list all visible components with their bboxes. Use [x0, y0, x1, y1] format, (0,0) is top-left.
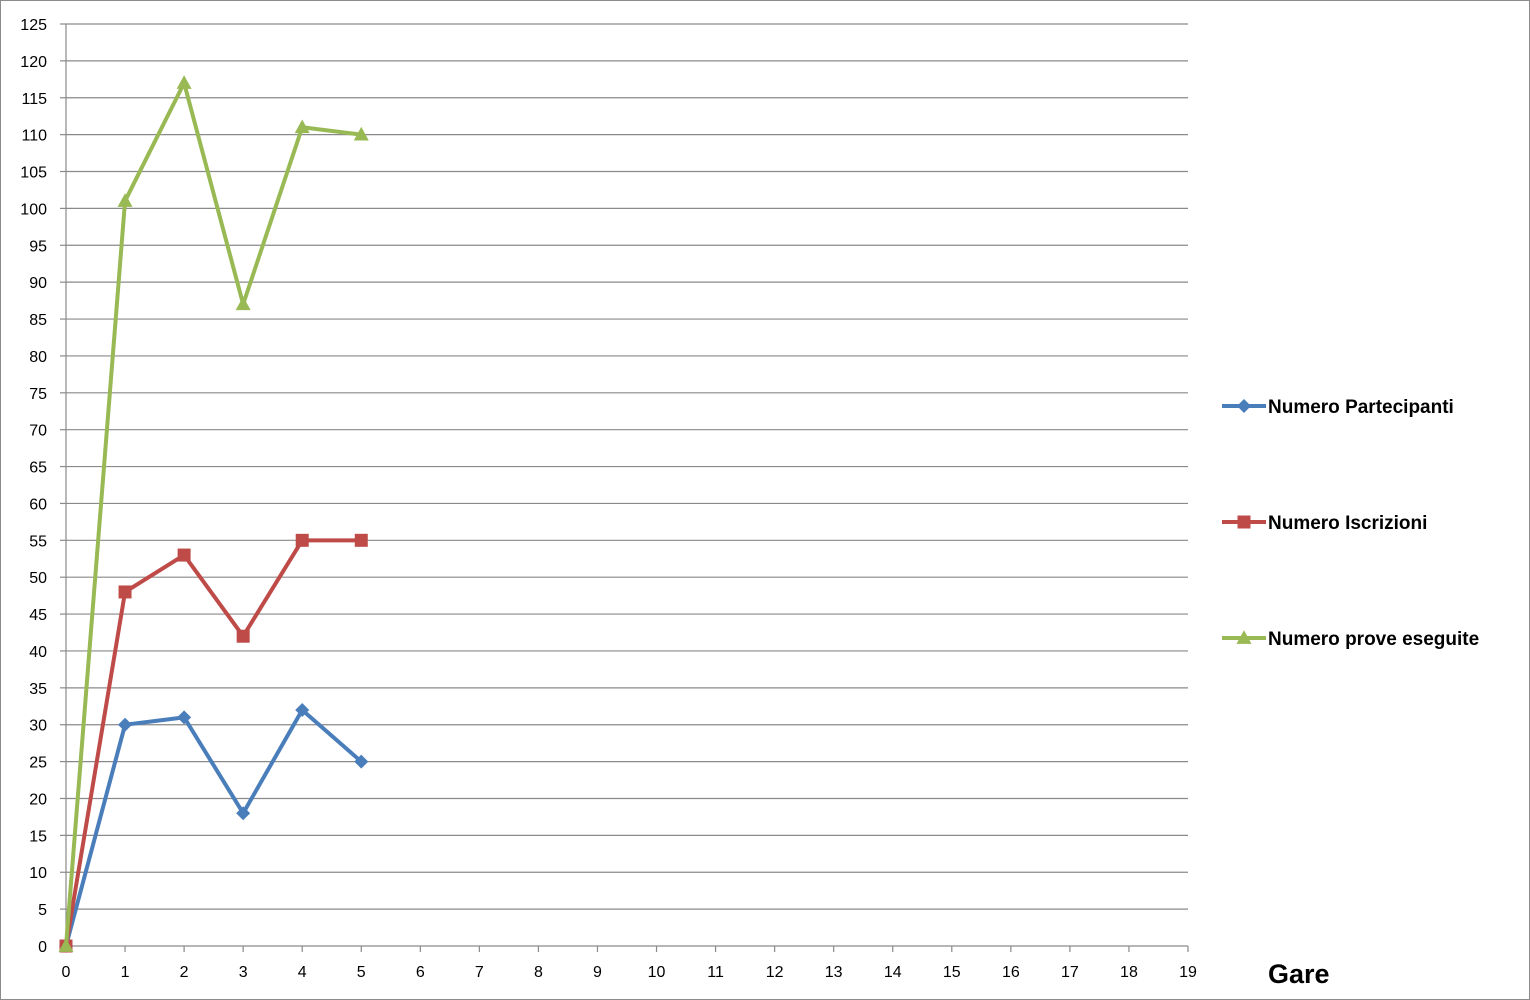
y-tick-label: 45: [29, 607, 47, 624]
data-point: [295, 533, 309, 547]
y-tick-label: 115: [21, 91, 47, 108]
legend-marker: [1236, 630, 1252, 644]
y-tick-label: 110: [21, 128, 47, 145]
series-lines: [58, 75, 369, 953]
x-tick-label: 19: [1179, 964, 1197, 981]
x-tick-label: 14: [884, 964, 902, 981]
y-tick-label: 80: [29, 349, 47, 366]
data-point: [177, 548, 191, 562]
y-tick-label: 70: [29, 423, 47, 440]
legend-label: Numero Iscrizioni: [1268, 513, 1427, 534]
data-point: [354, 533, 368, 547]
x-tick-label: 12: [766, 964, 784, 981]
series-line: [64, 707, 363, 947]
y-tick-label: 25: [29, 755, 47, 772]
legend-marker: [1237, 515, 1251, 529]
x-tick-label: 18: [1120, 964, 1138, 981]
x-tick-label: 5: [357, 964, 366, 981]
series-0: [59, 702, 369, 953]
y-tick-label: 90: [29, 275, 47, 292]
data-point: [354, 754, 369, 769]
data-point: [118, 717, 133, 732]
data-point: [353, 126, 369, 141]
y-tick-label: 125: [20, 17, 47, 34]
data-point: [236, 806, 251, 821]
y-tick-label: 40: [29, 644, 47, 661]
x-axis-title: Gare: [1268, 959, 1330, 989]
series-2: [58, 75, 369, 952]
y-tick-label: 15: [29, 828, 47, 845]
x-tick-label: 1: [121, 964, 130, 981]
x-tick-label: 6: [416, 964, 425, 981]
x-tick-label: 10: [648, 964, 666, 981]
data-point: [235, 296, 251, 311]
x-tick-label: 8: [534, 964, 543, 981]
data-point: [294, 119, 310, 134]
y-tick-label: 10: [29, 865, 47, 882]
legend-item-2: Numero prove eseguite: [1222, 629, 1479, 650]
legend-marker: [1237, 399, 1251, 413]
legend-label: Numero Partecipanti: [1268, 397, 1454, 418]
data-point: [58, 938, 74, 952]
y-tick-label: 5: [38, 902, 47, 919]
y-tick-label: 100: [20, 201, 47, 218]
gridlines: [66, 23, 1188, 910]
x-tick-label: 13: [825, 964, 843, 981]
axes: [60, 23, 1189, 952]
y-tick-label: 60: [29, 496, 47, 513]
y-tick-label: 30: [29, 718, 47, 735]
x-tick-label: 17: [1061, 964, 1079, 981]
y-tick-label: 20: [29, 791, 47, 808]
y-tick-label: 55: [29, 533, 47, 550]
y-tick-label: 75: [29, 386, 47, 403]
legend: Numero Partecipanti Numero Iscrizioni Nume…: [1222, 397, 1479, 650]
y-tick-label: 120: [20, 54, 47, 71]
x-tick-label: 9: [593, 964, 602, 981]
data-point: [295, 702, 310, 717]
x-tick-labels: 0 1 2 3 4 5 6 7 8 9 10 11 12 13 14 15 16 17 18 19: [62, 964, 1197, 981]
y-tick-label: 85: [29, 312, 47, 329]
x-tick-label: 16: [1002, 964, 1020, 981]
legend-item-1: Numero Iscrizioni: [1222, 513, 1427, 534]
legend-label: Numero prove eseguite: [1268, 629, 1479, 650]
y-tick-labels: 0 5 10 15 20 25 30 35 40 45 50 55 60 65 70 75 80 85 90 95 10…: [20, 17, 47, 956]
data-point: [177, 710, 192, 725]
y-tick-label: 50: [29, 570, 47, 587]
data-point: [117, 193, 133, 207]
series-line: [64, 81, 362, 947]
x-tick-label: 3: [239, 964, 248, 981]
y-tick-label: 105: [20, 165, 47, 182]
x-tick-label: 11: [707, 964, 724, 981]
y-tick-label: 0: [38, 939, 47, 956]
x-tick-label: 2: [180, 964, 189, 981]
y-tick-label: 95: [29, 238, 47, 255]
y-tick-label: 35: [29, 681, 47, 698]
x-tick-label: 15: [943, 964, 961, 981]
series-1: [59, 533, 368, 953]
x-tick-label: 0: [62, 964, 71, 981]
y-tick-label: 65: [29, 460, 47, 477]
data-point: [236, 629, 250, 643]
x-tick-label: 7: [475, 964, 484, 981]
data-point: [176, 75, 192, 89]
x-tick-label: 4: [298, 964, 307, 981]
series-line: [64, 538, 362, 947]
legend-item-0: Numero Partecipanti: [1222, 397, 1454, 418]
data-point: [118, 585, 132, 599]
